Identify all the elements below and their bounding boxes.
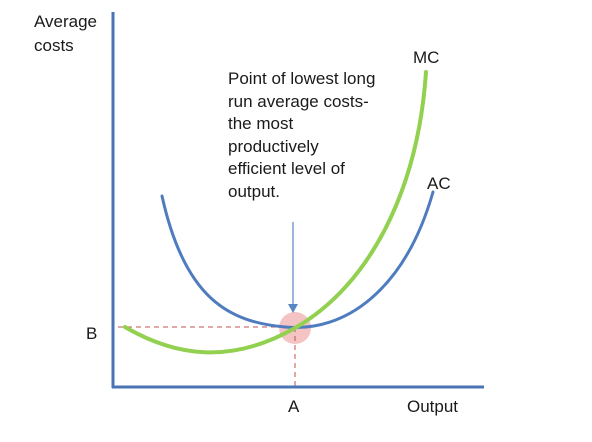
y-mark-b: B [86,324,98,343]
annotation-line: run average costs- [228,91,369,111]
y-axis-label-line: costs [34,36,74,55]
x-axis-label: Output [407,397,459,416]
annotation-line: efficient level of [228,159,345,178]
annotation-line: the most [228,114,294,133]
y-axis-label-line: Average [34,12,98,31]
annotation-arrowhead [288,304,298,313]
y-axis-label: Average costs [34,10,97,58]
annotation-line: Point of lowest long [228,69,376,88]
ac-curve [160,190,435,330]
mc-curve-label: MC [413,48,440,67]
mc-curve [123,70,428,355]
x-mark-a: A [288,397,300,416]
annotation-line: output. [228,181,280,201]
minimum-point-annotation: Point of lowest long run average costs- … [228,68,375,203]
annotation-line: productively [228,136,319,156]
ac-curve-label: AC [427,174,451,193]
